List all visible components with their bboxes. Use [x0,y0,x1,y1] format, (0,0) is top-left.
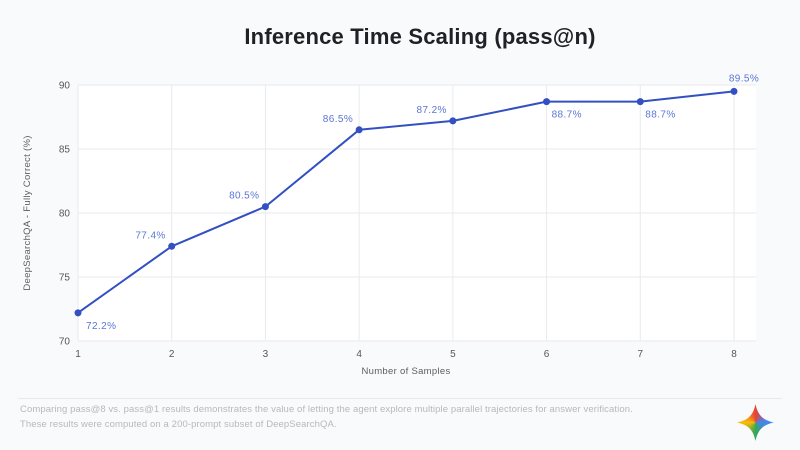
footer-note-line1: Comparing pass@8 vs. pass@1 results demo… [20,404,633,415]
y-tick-label: 80 [59,209,71,220]
data-point-label: 88.7% [645,110,675,121]
x-tick-label: 4 [356,349,362,360]
data-point [261,203,269,211]
x-tick-label: 7 [638,349,644,360]
x-tick-label: 8 [731,349,737,360]
data-point-label: 77.4% [135,230,165,241]
y-tick-label: 70 [59,337,71,348]
data-point-label: 89.5% [729,73,759,84]
data-point [636,98,644,106]
gemini-sparkle-icon [737,404,774,441]
y-tick-label: 75 [59,273,71,284]
series-line [77,90,735,314]
y-axis-title: DeepSearchQA - Fully Correct (%) [22,135,33,290]
data-point-label: 87.2% [416,105,446,116]
x-axis-title: Number of Samples [361,366,450,377]
data-point [168,242,176,250]
line-chart: 70 75 80 85 90 1 2 3 4 5 6 7 8 Number of Samples DeepS… [22,73,759,377]
y-tick-label: 85 [59,145,71,156]
x-tick-label: 5 [450,349,456,360]
footer-note: Comparing pass@8 vs. pass@1 results demo… [20,403,680,432]
data-point-label: 86.5% [323,114,353,125]
y-tick-label: 90 [59,81,71,92]
data-point-label: 88.7% [552,110,582,121]
data-point [730,87,738,95]
x-tick-label: 6 [544,349,550,360]
data-point [449,117,457,125]
data-point [355,126,363,134]
x-tick-label: 1 [75,349,81,360]
data-point-label: 80.5% [229,191,259,202]
footer-note-line2: These results were computed on a 200-pro… [20,418,337,430]
chart-title: Inference Time Scaling (pass@n) [244,24,596,49]
x-tick-label: 3 [263,349,269,360]
data-point [543,98,551,106]
data-point-label: 72.2% [86,321,116,332]
footer-divider [18,398,782,399]
x-tick-label: 2 [169,349,175,360]
data-point [74,309,82,317]
